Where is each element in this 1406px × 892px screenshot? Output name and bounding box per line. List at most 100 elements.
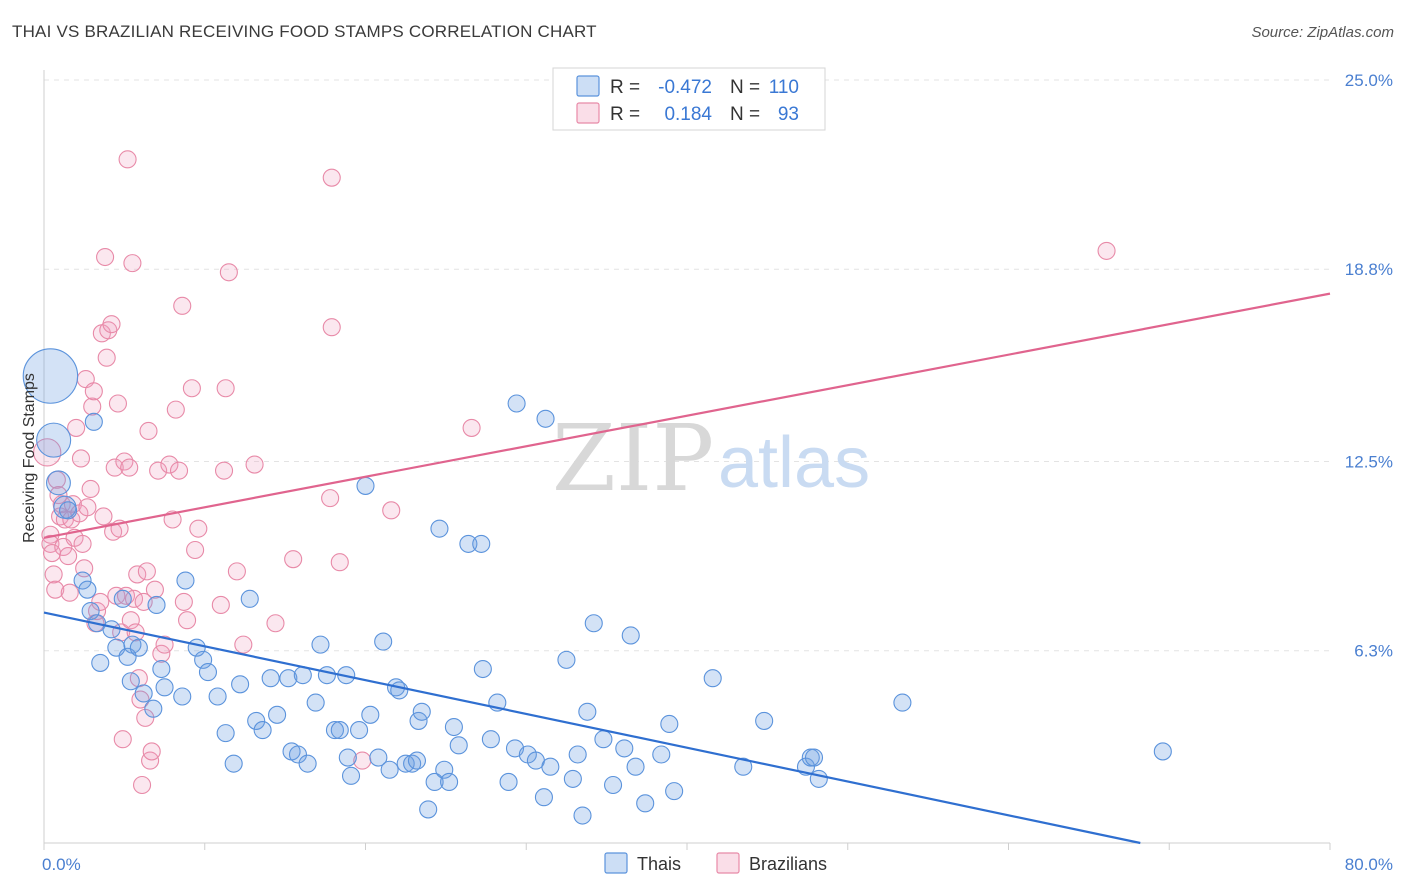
thai-point: [78, 580, 97, 599]
thai-n-label: N =: [730, 77, 760, 98]
thai-point: [129, 638, 148, 657]
thai-r-label: R =: [610, 77, 640, 98]
brazilian-point: [160, 455, 179, 474]
brazilian-point: [266, 614, 285, 633]
thai-point: [253, 721, 272, 740]
brazilian-point: [330, 553, 349, 572]
brazilian-point: [382, 501, 401, 520]
thai-point: [584, 614, 603, 633]
brazilian-point: [133, 775, 152, 795]
thai-point: [419, 800, 438, 819]
brazilian-point: [83, 397, 102, 416]
thai-r-value: -0.472: [658, 77, 712, 98]
brazil-n-label: N =: [730, 104, 760, 125]
thai-point: [557, 650, 576, 669]
thai-point: [507, 394, 526, 413]
thai-point: [449, 736, 468, 755]
thai-point: [804, 748, 824, 767]
thai-point: [325, 721, 345, 740]
thai-point: [46, 470, 71, 496]
brazilian-point: [96, 247, 115, 267]
brazilians-points: [33, 150, 1116, 795]
brazilian-point: [227, 562, 246, 581]
thai-point: [472, 534, 491, 553]
thai-point: [604, 775, 623, 795]
brazilian-point: [189, 519, 208, 538]
brazil-r-value: 0.184: [664, 104, 712, 125]
thai-point: [407, 751, 426, 770]
chart-title: THAI VS BRAZILIAN RECEIVING FOOD STAMPS …: [12, 22, 597, 41]
brazilian-point: [219, 263, 238, 282]
thai-point: [240, 589, 259, 608]
brazilian-point: [174, 592, 193, 611]
thai-point: [147, 595, 166, 614]
brazilian-point: [128, 565, 147, 584]
thai-point: [208, 687, 227, 706]
thai-point: [155, 678, 174, 697]
thai-point: [361, 705, 380, 724]
thai-point: [84, 412, 103, 431]
thai-point: [573, 806, 592, 825]
thai-point: [279, 669, 298, 688]
thai-point: [247, 711, 266, 730]
brazilian-point: [211, 595, 230, 614]
brazilian-point: [142, 742, 161, 761]
thai-point: [350, 721, 369, 740]
thai-point: [338, 748, 357, 767]
thai-point: [412, 702, 431, 721]
thai-point: [615, 739, 634, 758]
thai-point: [390, 681, 409, 700]
thai-point: [216, 724, 235, 743]
thai-point: [173, 687, 192, 706]
y-axis-title: Receiving Food Stamps: [21, 373, 38, 543]
brazilian-point: [91, 592, 110, 611]
thai-point: [809, 769, 828, 788]
brazilian-point: [178, 611, 197, 630]
thai-point: [198, 663, 218, 682]
thai-point: [152, 659, 171, 679]
thai-point: [59, 501, 78, 520]
brazilian-point: [216, 379, 235, 398]
thai-point: [755, 711, 774, 730]
brazilian-point: [113, 730, 132, 749]
thai-point: [734, 757, 753, 776]
thai-point: [102, 620, 121, 639]
brazilian-point: [149, 461, 168, 480]
brazilians-trend-line: [43, 292, 1331, 539]
thai-point: [660, 714, 679, 734]
y-tick-label: 18.8%: [1345, 260, 1393, 279]
thai-point: [341, 766, 361, 785]
brazilian-point: [123, 254, 142, 273]
brazilians-legend-label: Brazilians: [749, 854, 827, 874]
thai-point: [578, 702, 597, 721]
thai-point: [356, 476, 375, 495]
brazil-legend-swatch: [576, 102, 600, 124]
thai-point: [541, 757, 560, 776]
brazilian-point: [284, 550, 303, 569]
brazilian-point: [462, 418, 481, 437]
thai-point: [369, 748, 388, 767]
thai-point: [665, 782, 684, 801]
thai-point: [317, 666, 336, 685]
brazilian-point: [245, 455, 264, 474]
brazilian-point: [78, 498, 97, 517]
brazilian-point: [84, 382, 103, 401]
thai-point: [481, 730, 500, 749]
x-tick-label-max: 80.0%: [1345, 855, 1393, 874]
thai-point: [22, 348, 79, 404]
brazilian-point: [118, 150, 137, 169]
thai-n-value: 110: [769, 77, 799, 98]
grid-lines: [44, 79, 1330, 652]
stats-legend-box: [552, 67, 826, 131]
thai-point: [621, 626, 640, 645]
brazil-r-label: R =: [610, 104, 640, 125]
thai-point: [534, 788, 553, 807]
brazilian-point: [166, 400, 185, 419]
thai-point: [134, 684, 153, 703]
brazilian-point: [33, 438, 62, 467]
thai-point: [893, 693, 912, 712]
brazilian-point: [182, 379, 201, 398]
thai-point: [330, 721, 349, 740]
thai-point: [568, 745, 587, 764]
